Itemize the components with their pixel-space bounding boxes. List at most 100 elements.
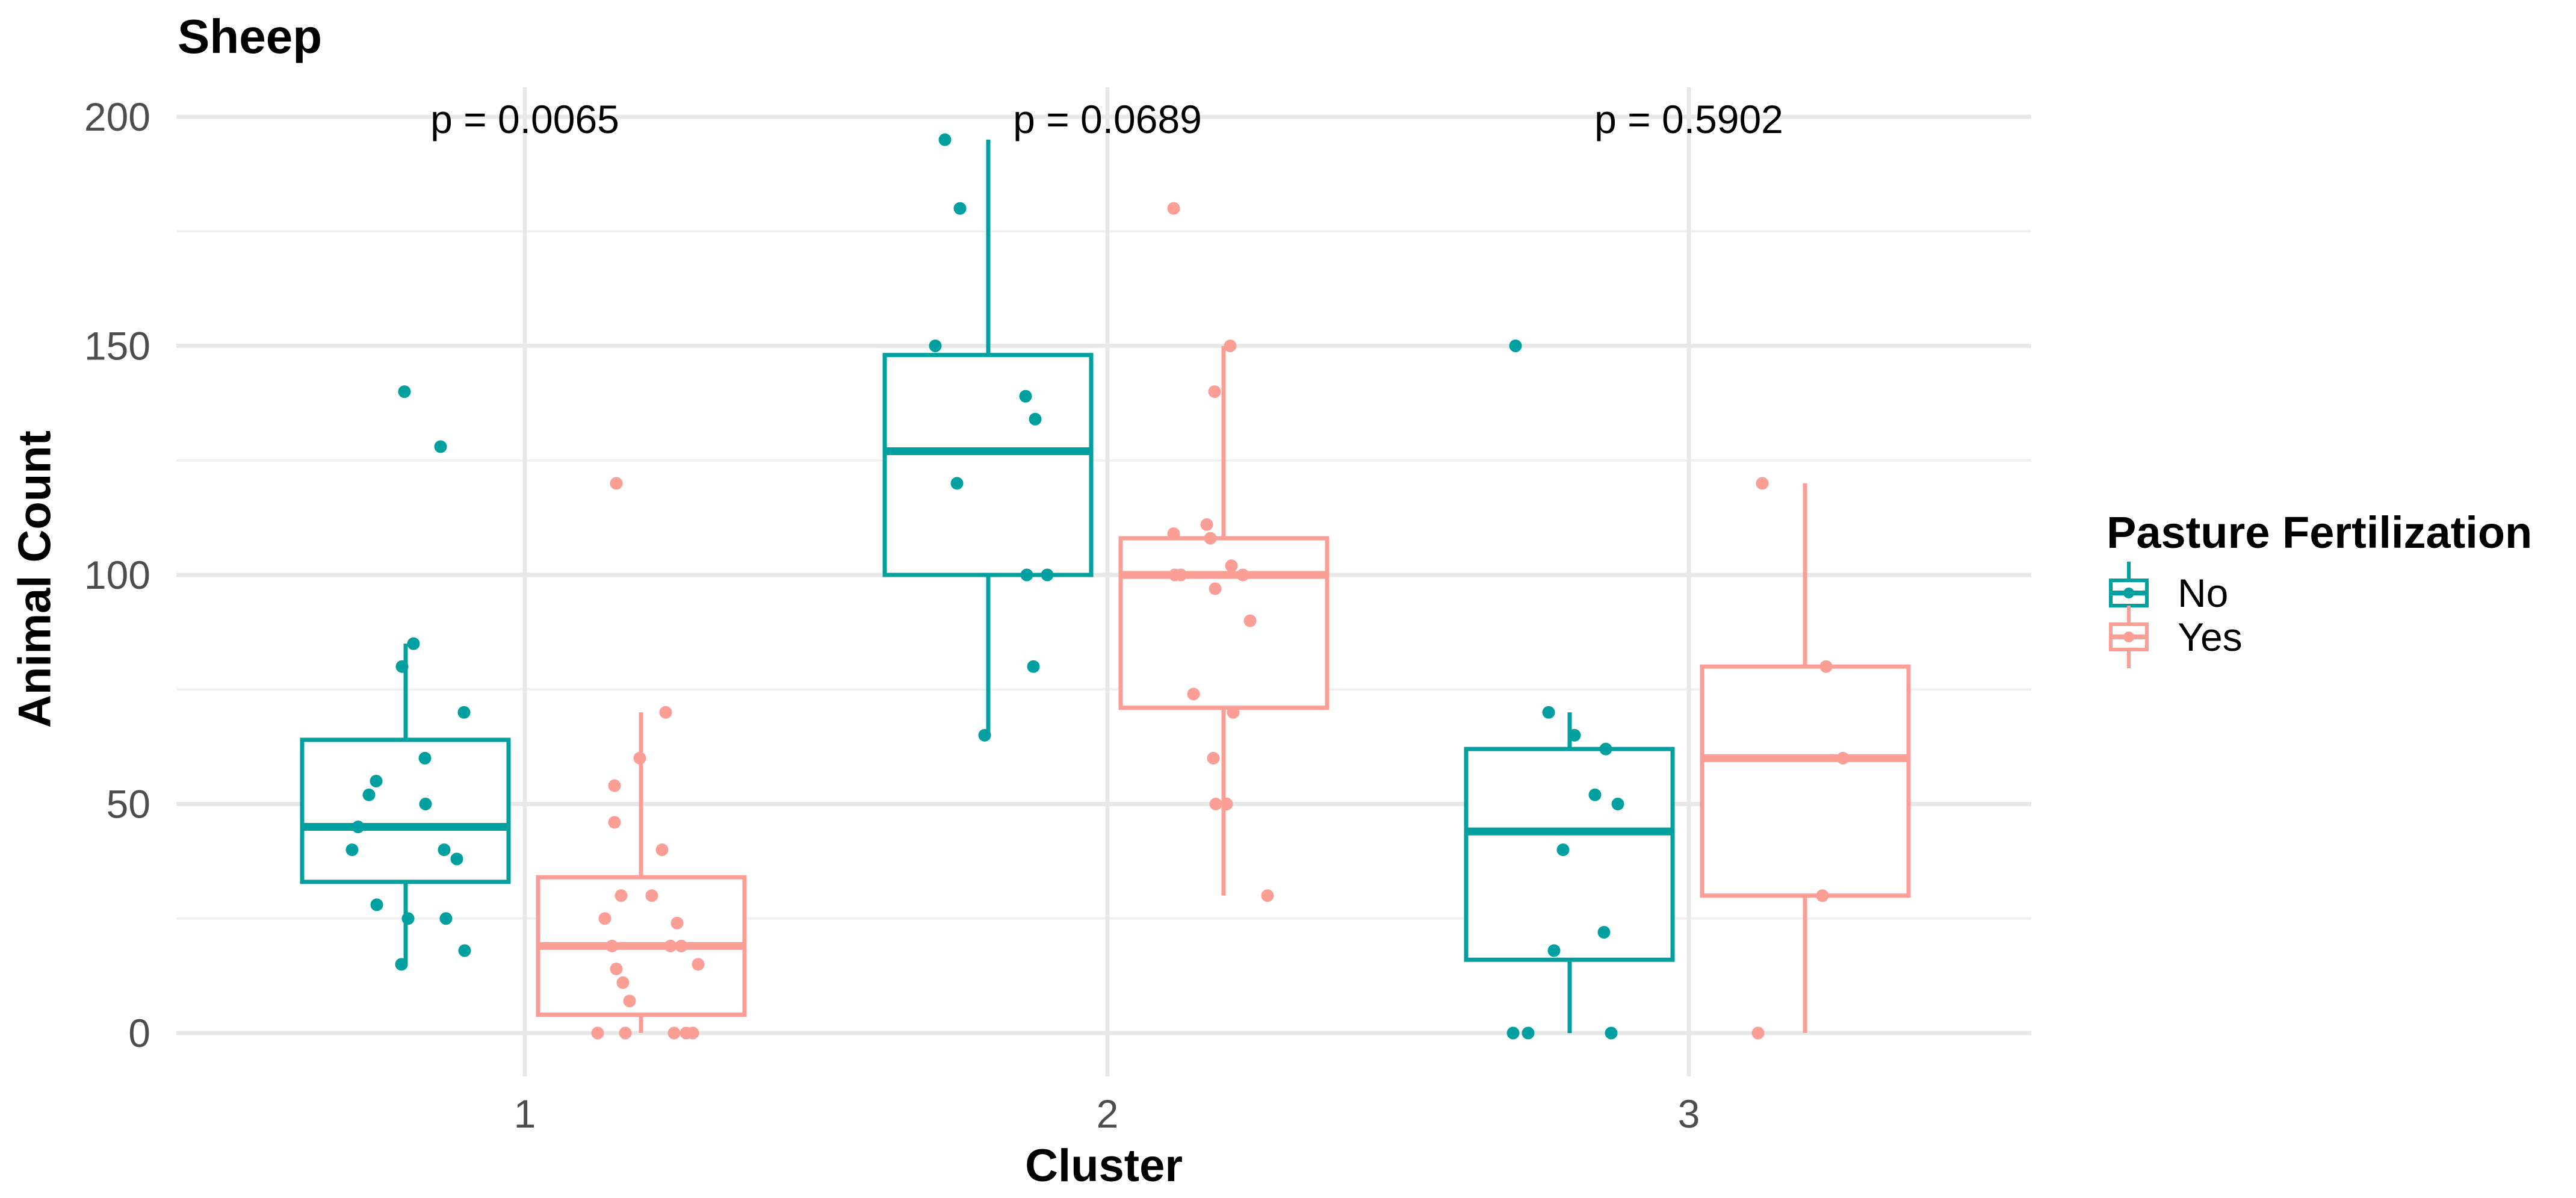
jitter-point — [398, 385, 411, 399]
jitter-point — [675, 939, 688, 952]
legend-key-point-icon — [2123, 588, 2134, 598]
box-iqr — [1118, 536, 1330, 710]
jitter-point — [1261, 889, 1274, 902]
jitter-point — [1751, 1026, 1765, 1040]
jitter-point — [1029, 412, 1042, 426]
jitter-point — [619, 1026, 632, 1040]
jitter-point — [438, 843, 451, 857]
jitter-point — [950, 477, 964, 490]
jitter-point — [1167, 527, 1180, 541]
jitter-point — [610, 477, 623, 490]
box-iqr — [882, 353, 1094, 577]
jitter-point — [645, 889, 658, 902]
x-tick-label-3: 3 — [1678, 1091, 1700, 1136]
y-tick-label-0: 0 — [128, 1011, 150, 1055]
jitter-point — [664, 939, 677, 952]
jitter-points-cluster1-no — [345, 385, 471, 971]
jitter-point — [929, 340, 942, 352]
box-iqr — [1700, 664, 1911, 898]
jitter-point — [1224, 340, 1237, 352]
boxplot-group-cluster1-no — [300, 644, 511, 964]
jitter-point — [1547, 944, 1561, 957]
p-value-label-cluster1: p = 0.0065 — [430, 97, 619, 141]
jitter-point — [1208, 385, 1221, 399]
p-value-label-cluster3: p = 0.5902 — [1594, 97, 1783, 141]
legend-entry-label: No — [2178, 571, 2228, 615]
jitter-point — [615, 889, 628, 902]
jitter-point — [1611, 798, 1624, 810]
legend-entry-label: Yes — [2178, 615, 2243, 659]
legend-entry-yes: Yes — [2109, 606, 2243, 668]
jitter-point — [1236, 568, 1249, 582]
jitter-point — [1568, 728, 1581, 742]
jitter-point — [1187, 687, 1200, 701]
chart-title: Sheep — [178, 10, 322, 63]
jitter-point — [401, 912, 415, 925]
jitter-point — [1509, 340, 1522, 352]
jitter-point — [1174, 568, 1187, 582]
jitter-point — [1204, 532, 1217, 545]
jitter-point — [1522, 1026, 1535, 1040]
jitter-points-cluster3-no — [1506, 340, 1624, 1040]
box-iqr — [1464, 746, 1675, 962]
jitter-point — [419, 798, 432, 810]
boxplot-group-cluster2-yes — [1118, 346, 1330, 896]
jitter-point — [1756, 477, 1769, 490]
y-tick-label-100: 100 — [84, 553, 150, 597]
jitter-point — [418, 751, 432, 765]
y-axis-title: Animal Count — [10, 430, 61, 728]
jitter-point — [439, 912, 453, 925]
jitter-point — [953, 202, 967, 215]
jitter-point — [345, 843, 359, 857]
jitter-points-cluster1-yes — [591, 477, 705, 1040]
jitter-point — [655, 843, 669, 857]
jitter-point — [1019, 390, 1032, 403]
jitter-point — [351, 821, 365, 834]
box-iqr — [300, 737, 511, 884]
jitter-point — [591, 1026, 604, 1040]
jitter-point — [457, 706, 471, 719]
p-value-label-cluster2: p = 0.0689 — [1013, 97, 1202, 141]
jitter-point — [458, 944, 471, 957]
legend-title: Pasture Fertilization — [2107, 507, 2532, 557]
jitter-point — [686, 1026, 699, 1040]
jitter-point — [1588, 788, 1602, 801]
jitter-point — [1599, 742, 1612, 756]
jitter-point — [1556, 843, 1570, 857]
jitter-point — [1207, 751, 1220, 765]
jitter-point — [1220, 798, 1233, 810]
jitter-point — [692, 958, 705, 971]
jitter-point — [407, 637, 420, 650]
jitter-point — [616, 976, 630, 989]
jitter-point — [434, 440, 447, 453]
y-tick-label-50: 50 — [107, 782, 150, 827]
jitter-point — [1225, 559, 1238, 573]
jitter-point — [1597, 926, 1611, 939]
jitter-point — [670, 916, 684, 930]
boxplot-group-cluster1-yes — [536, 712, 747, 1033]
jitter-point — [1227, 706, 1240, 719]
jitter-point — [667, 1026, 681, 1040]
jitter-point — [362, 788, 376, 801]
x-tick-label-1: 1 — [514, 1091, 536, 1136]
jitter-point — [605, 939, 619, 952]
jitter-points-cluster3-yes — [1751, 477, 1850, 1040]
jitter-point — [1167, 202, 1180, 215]
jitter-point — [1209, 582, 1222, 595]
jitter-point — [978, 728, 991, 742]
jitter-point — [659, 706, 672, 719]
jitter-point — [938, 133, 952, 146]
jitter-point — [633, 751, 646, 765]
boxplot-group-cluster2-no — [882, 140, 1094, 736]
jitter-point — [1506, 1026, 1520, 1040]
jitter-point — [370, 774, 383, 787]
jitter-point — [1542, 706, 1555, 719]
y-tick-label-150: 150 — [84, 324, 150, 368]
gridlines — [176, 87, 2031, 1076]
jitter-point — [608, 816, 621, 829]
x-axis-title: Cluster — [1025, 1140, 1183, 1191]
legend-key-point-icon — [2123, 632, 2134, 642]
